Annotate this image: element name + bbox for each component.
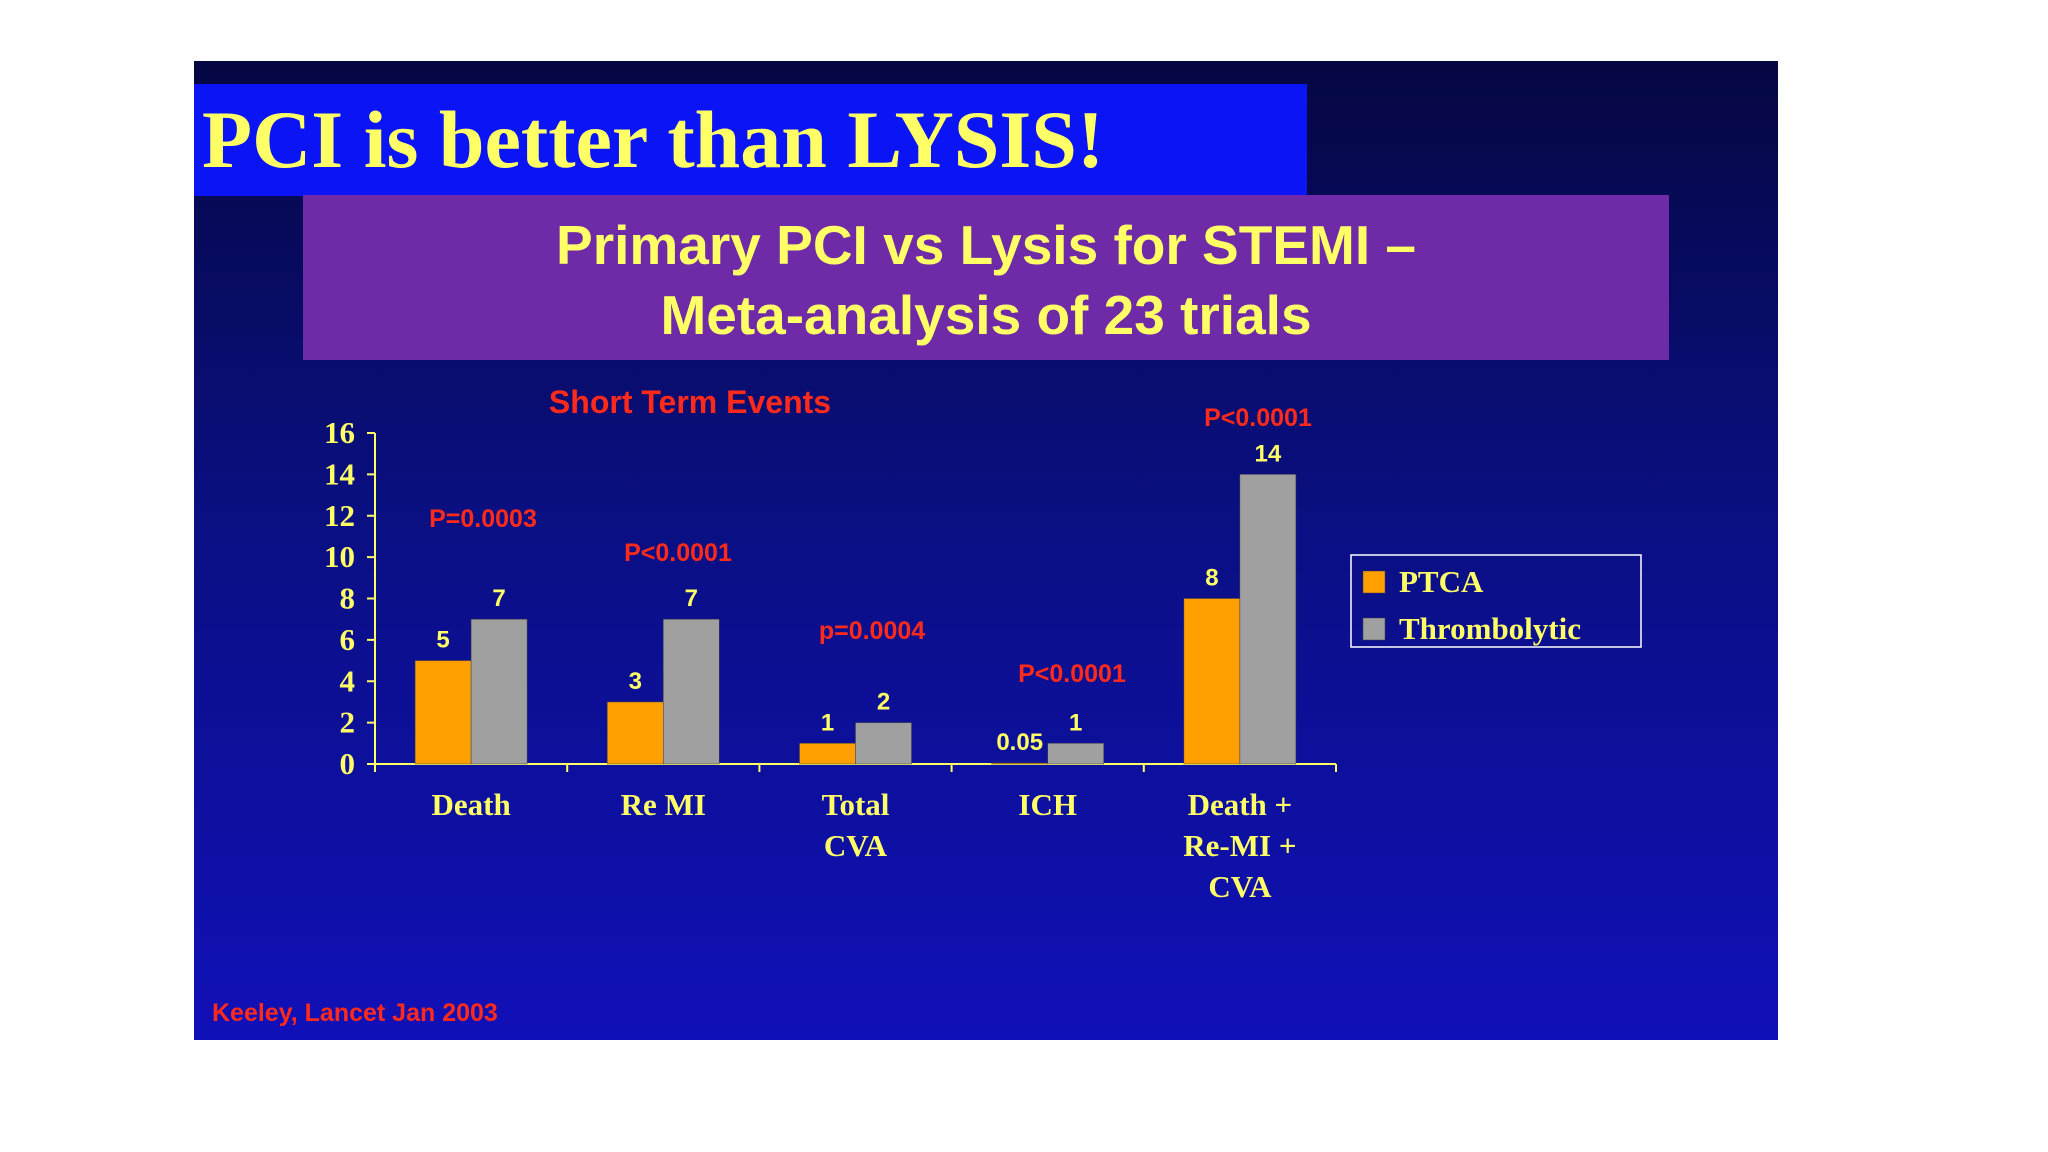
y-tick-label: 2 bbox=[340, 705, 356, 740]
bar-thrombolytic bbox=[855, 722, 912, 765]
x-tick-label-line: Re MI bbox=[621, 787, 706, 822]
data-label: 0.05 bbox=[996, 729, 1043, 756]
bar-ptca bbox=[799, 743, 856, 765]
subtitle-banner: Primary PCI vs Lysis for STEMI – Meta-an… bbox=[303, 195, 1669, 360]
data-label: 1 bbox=[821, 709, 834, 736]
chart-labels: 5 7 Death 3 7 Re MI 1 2 Total CVA 0.05 1 ICH 8 14 Death… bbox=[429, 404, 1312, 904]
x-tick-label: Re MI bbox=[621, 787, 706, 822]
legend-swatch bbox=[1362, 570, 1386, 594]
slide: PCI is better than LYSIS! Primary PCI vs… bbox=[194, 61, 1778, 1040]
y-tick-label: 14 bbox=[324, 456, 355, 491]
p-value-label: P<0.0001 bbox=[624, 539, 732, 567]
chart-legend: PTCA Thrombolytic bbox=[1350, 554, 1642, 648]
y-tick-label: 4 bbox=[340, 663, 356, 698]
x-tick-label-line: Total bbox=[822, 787, 890, 822]
y-tick-label: 12 bbox=[324, 498, 355, 533]
headline: PCI is better than LYSIS! bbox=[202, 94, 1105, 185]
x-tick-label-line: ICH bbox=[1018, 787, 1077, 822]
data-label: 5 bbox=[436, 627, 449, 654]
x-tick-label-line: CVA bbox=[824, 828, 888, 863]
x-tick-label-line: Death + bbox=[1188, 787, 1293, 822]
legend-box bbox=[1350, 554, 1642, 648]
y-tick-label: 8 bbox=[340, 581, 356, 616]
x-tick-label-line: Re-MI + bbox=[1183, 828, 1296, 863]
data-label: 7 bbox=[492, 585, 505, 612]
p-value-label: p=0.0004 bbox=[819, 617, 925, 645]
x-tick-label-line: CVA bbox=[1208, 869, 1272, 904]
bar-thrombolytic bbox=[663, 618, 720, 765]
y-tick-label: 0 bbox=[340, 746, 356, 781]
data-label: 7 bbox=[685, 585, 698, 612]
x-tick-label: Death + Re-MI + CVA bbox=[1183, 787, 1296, 904]
x-tick-label: Total CVA bbox=[822, 787, 890, 863]
subtitle-line-1: Primary PCI vs Lysis for STEMI – bbox=[556, 214, 1416, 276]
legend-label: PTCA bbox=[1399, 564, 1484, 599]
legend-label: Thrombolytic bbox=[1399, 611, 1581, 646]
chart-bars bbox=[414, 474, 1297, 765]
x-tick-label: ICH bbox=[1018, 787, 1077, 822]
data-label: 14 bbox=[1255, 440, 1282, 467]
x-tick-label-line: Death bbox=[431, 787, 510, 822]
y-tick-label: 16 bbox=[324, 415, 355, 450]
p-value-label: P<0.0001 bbox=[1204, 404, 1312, 432]
bar-ptca bbox=[991, 762, 1048, 765]
data-label: 2 bbox=[877, 689, 890, 716]
legend-swatch bbox=[1362, 617, 1386, 641]
data-label: 8 bbox=[1205, 565, 1218, 592]
data-label: 3 bbox=[629, 668, 642, 695]
bar-ptca bbox=[607, 701, 664, 765]
p-value-label: P<0.0001 bbox=[1018, 660, 1126, 688]
bar-thrombolytic bbox=[470, 618, 528, 765]
bar-thrombolytic bbox=[1047, 743, 1104, 765]
p-value-label: P=0.0003 bbox=[429, 505, 537, 533]
chart-title: Short Term Events bbox=[549, 384, 831, 420]
headline-banner: PCI is better than LYSIS! bbox=[194, 84, 1307, 196]
bar-thrombolytic bbox=[1239, 474, 1297, 765]
subtitle-line-2: Meta-analysis of 23 trials bbox=[660, 284, 1312, 346]
y-tick-label: 6 bbox=[340, 622, 356, 657]
x-tick-label: Death bbox=[431, 787, 510, 822]
y-tick-label: 10 bbox=[324, 539, 355, 574]
citation: Keeley, Lancet Jan 2003 bbox=[212, 999, 498, 1027]
data-label: 1 bbox=[1069, 709, 1082, 736]
bar-ptca bbox=[1183, 598, 1241, 765]
bar-ptca bbox=[414, 660, 472, 765]
